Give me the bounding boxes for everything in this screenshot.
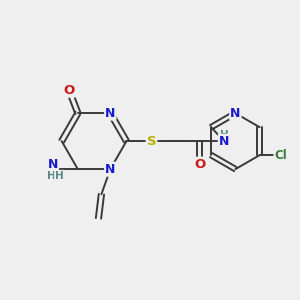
Text: H: H [220,130,228,140]
Text: S: S [147,135,156,148]
Text: O: O [194,158,206,171]
Text: N: N [219,135,229,148]
Text: Cl: Cl [274,149,287,162]
Text: N: N [230,107,241,120]
Text: H: H [47,171,56,181]
Text: N: N [105,163,116,176]
Text: N: N [105,106,116,120]
Text: H: H [55,171,64,181]
Text: N: N [48,158,58,171]
Text: O: O [63,84,75,97]
